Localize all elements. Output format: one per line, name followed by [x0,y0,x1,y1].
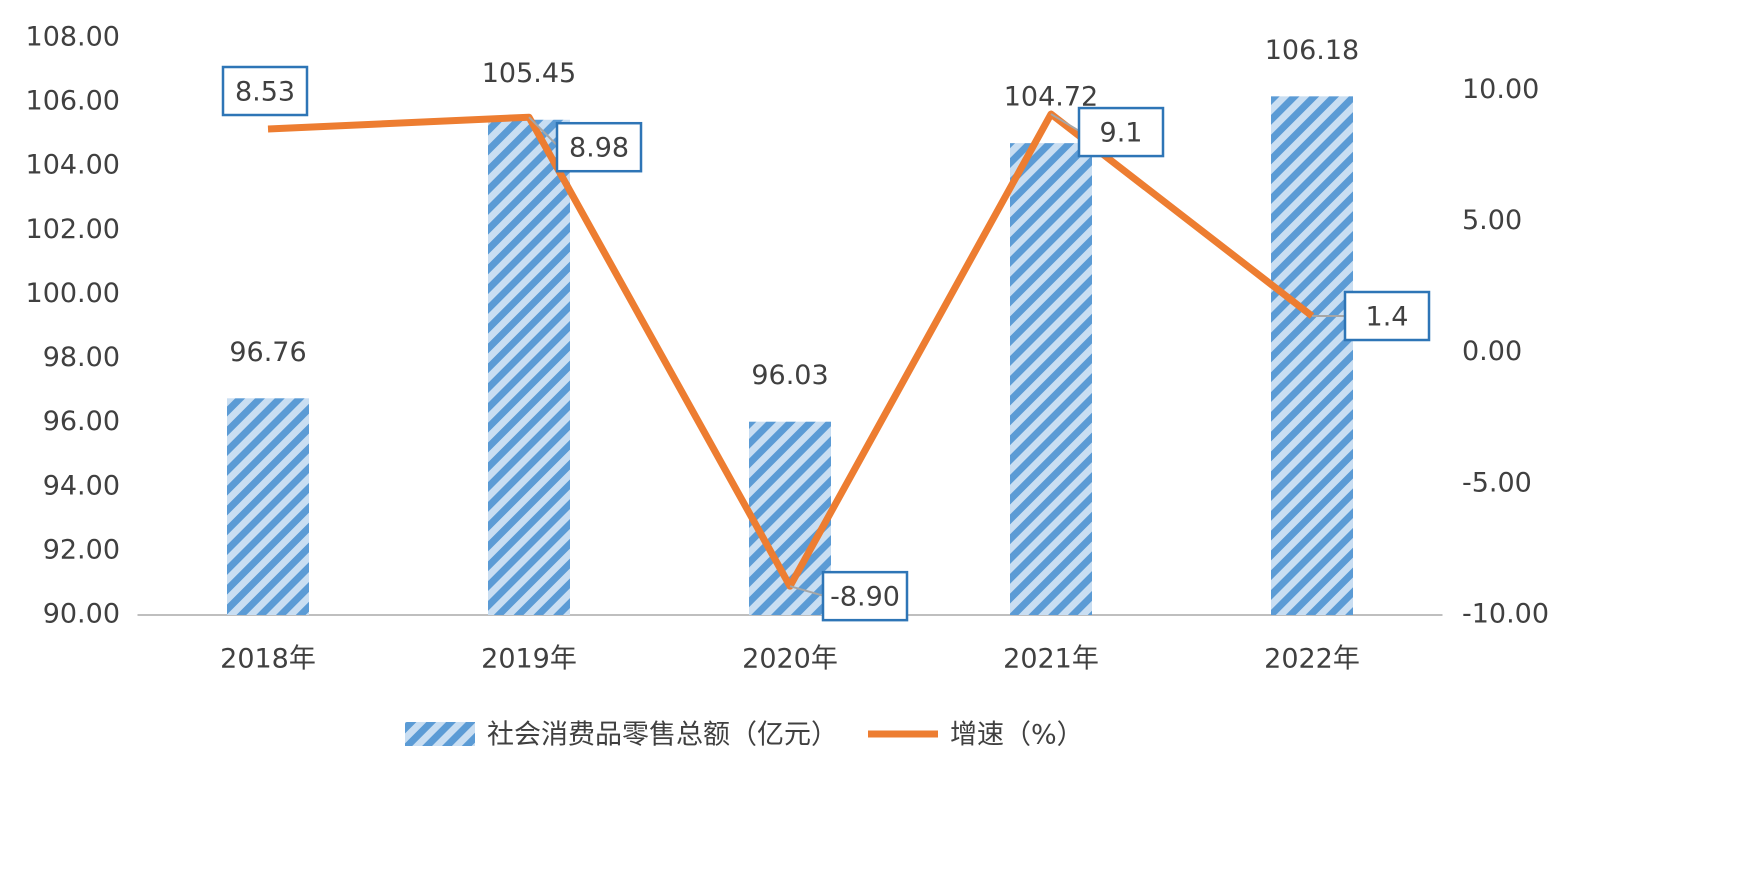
line-value-label: 8.98 [569,133,629,164]
y2-tick-label: 10.00 [1462,74,1539,105]
x-tick-label: 2018年 [220,644,316,675]
y2-tick-label: 5.00 [1462,205,1522,236]
y-tick-label: 100.00 [26,278,120,309]
x-tick-label: 2019年 [481,644,577,675]
x-tick-label: 2022年 [1264,644,1360,675]
y-tick-label: 98.00 [43,342,120,373]
y-tick-label: 92.00 [43,534,120,565]
y2-tick-label: 0.00 [1462,336,1522,367]
legend-swatch [405,722,475,746]
y-tick-label: 108.00 [26,22,120,53]
bar [1010,143,1092,616]
y2-tick-label: -10.00 [1462,599,1549,630]
leader-line [528,116,560,148]
line-value-label: 8.53 [235,77,295,108]
y-tick-label: 96.00 [43,406,120,437]
y-tick-label: 90.00 [43,599,120,630]
label-box [821,570,909,622]
leader-line [1050,113,1082,133]
legend-label: 社会消费品零售总额（亿元） [487,720,838,751]
bar [1271,96,1353,615]
legend-label: 增速（%） [950,720,1084,751]
bar-value-label: 96.76 [229,337,306,368]
label-box [1077,106,1165,158]
label-box [1343,290,1431,342]
bar [488,119,570,615]
y-tick-label: 104.00 [26,150,120,181]
x-tick-label: 2020年 [742,644,838,675]
bar [227,398,309,615]
y-tick-label: 102.00 [26,214,120,245]
bar-value-label: 106.18 [1265,35,1359,66]
label-box [555,121,643,173]
line-value-label: 1.4 [1366,302,1409,333]
label-box [221,65,309,117]
line-value-label: 9.1 [1100,118,1143,149]
y2-tick-label: -5.00 [1462,467,1532,498]
x-tick-label: 2021年 [1003,644,1099,675]
bar-value-label: 105.45 [482,58,576,89]
leader-line [789,585,826,598]
bar-value-label: 96.03 [751,360,828,391]
y-tick-label: 94.00 [43,470,120,501]
y-tick-label: 106.00 [26,86,120,117]
line-value-label: -8.90 [830,582,900,613]
